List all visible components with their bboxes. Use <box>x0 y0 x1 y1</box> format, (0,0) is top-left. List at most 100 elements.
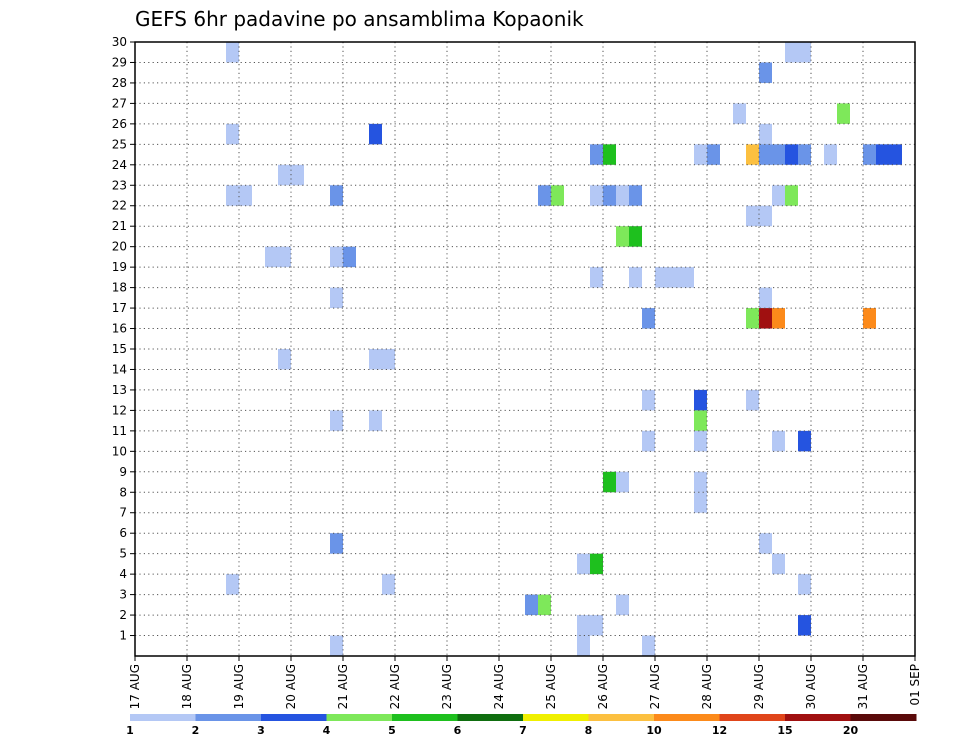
colorbar: 1 2 3 4 5 6 7 8 10 12 15 20 <box>126 714 917 737</box>
precip-cell <box>642 430 655 452</box>
precip-cell <box>616 226 629 247</box>
y-tick-label: 29 <box>112 55 127 69</box>
precip-cell <box>369 410 382 431</box>
x-tick-label: 21 AUG <box>336 664 350 709</box>
precip-cell <box>759 123 772 145</box>
precip-cell <box>603 144 616 165</box>
precip-cell <box>746 389 759 411</box>
x-axis: 17 AUG 18 AUG 19 AUG 20 AUG 21 AUG 22 AUG 23 A… <box>128 656 922 709</box>
colorbar-label: 4 <box>323 724 331 737</box>
precip-cell <box>798 144 811 165</box>
precip-cell <box>772 430 785 452</box>
precip-cell <box>642 308 655 329</box>
y-tick-label: 13 <box>112 383 127 397</box>
precip-cell <box>330 410 343 431</box>
precip-cell <box>746 205 759 227</box>
precip-cell <box>616 594 629 616</box>
y-tick-label: 18 <box>112 281 127 295</box>
y-tick-label: 8 <box>119 485 127 499</box>
y-tick-label: 11 <box>112 424 127 438</box>
precip-cell <box>551 185 564 206</box>
x-tick-label: 30 AUG <box>804 664 818 709</box>
colorbar-swatch <box>392 714 458 721</box>
colorbar-label: 12 <box>712 724 727 737</box>
precip-cell <box>694 410 707 431</box>
precip-cell <box>278 164 291 186</box>
colorbar-swatch <box>719 714 786 721</box>
precip-cell <box>694 492 707 513</box>
colorbar-swatch <box>195 714 262 721</box>
precip-cell <box>798 574 811 595</box>
precip-cell <box>642 635 655 656</box>
y-tick-label: 21 <box>112 219 127 233</box>
precip-cell <box>889 144 902 165</box>
precip-cell <box>681 267 694 288</box>
precip-cell <box>746 144 759 165</box>
y-tick-label: 28 <box>112 76 127 90</box>
precip-cell <box>629 267 642 288</box>
x-tick-label: 22 AUG <box>388 664 402 709</box>
y-tick-label: 25 <box>112 137 127 151</box>
precip-cell <box>590 553 603 575</box>
y-tick-label: 3 <box>119 588 127 602</box>
precip-cell <box>330 185 343 206</box>
y-tick-label: 17 <box>112 301 127 315</box>
colorbar-label: 10 <box>646 724 662 737</box>
y-tick-label: 12 <box>112 403 127 417</box>
precip-cell <box>603 471 616 493</box>
precip-cell <box>876 144 889 165</box>
chart-title: GEFS 6hr padavine po ansamblima Kopaonik <box>135 7 584 31</box>
precip-cell <box>590 267 603 288</box>
precip-cell <box>369 349 382 370</box>
colorbar-label: 5 <box>388 724 396 737</box>
precip-cell <box>525 594 538 616</box>
colorbar-label: 1 <box>126 724 134 737</box>
colorbar-label: 6 <box>454 724 462 737</box>
y-tick-label: 5 <box>119 547 127 561</box>
x-tick-label: 25 AUG <box>544 664 558 709</box>
colorbar-swatch <box>654 714 720 721</box>
precip-cell <box>759 308 772 329</box>
x-tick-label: 27 AUG <box>648 664 662 709</box>
colorbar-swatch <box>523 714 589 721</box>
precip-cell <box>330 635 343 656</box>
precip-cell <box>655 267 668 288</box>
precip-cell <box>759 144 772 165</box>
precip-cell <box>668 267 681 288</box>
precip-cell <box>590 615 603 636</box>
precip-cell <box>824 144 837 165</box>
precip-cell <box>759 62 772 83</box>
x-tick-label: 31 AUG <box>856 664 870 709</box>
y-tick-label: 27 <box>112 96 127 110</box>
x-tick-label: 28 AUG <box>700 664 714 709</box>
precip-cell <box>785 42 798 63</box>
y-tick-label: 4 <box>119 567 127 581</box>
colorbar-swatch <box>588 714 655 721</box>
colorbar-swatch <box>326 714 393 721</box>
x-tick-label: 20 AUG <box>284 664 298 709</box>
precip-cell <box>798 430 811 452</box>
precip-cell <box>694 144 707 165</box>
precip-cell <box>759 287 772 309</box>
precip-cell <box>798 42 811 63</box>
y-tick-label: 1 <box>119 629 127 643</box>
y-tick-label: 26 <box>112 117 127 131</box>
y-tick-label: 19 <box>112 260 127 274</box>
x-tick-label: 17 AUG <box>128 664 142 709</box>
precip-cell <box>226 42 239 63</box>
y-tick-label: 9 <box>119 465 127 479</box>
x-tick-label: 19 AUG <box>232 664 246 709</box>
precip-cell <box>837 103 850 124</box>
precip-cell <box>629 226 642 247</box>
colorbar-swatch <box>261 714 327 721</box>
x-tick-label: 29 AUG <box>752 664 766 709</box>
precip-cell <box>590 144 603 165</box>
precip-cell <box>785 185 798 206</box>
y-tick-label: 23 <box>112 178 127 192</box>
y-tick-label: 14 <box>112 362 127 376</box>
precip-cell <box>746 308 759 329</box>
precip-cell <box>590 185 603 206</box>
y-tick-label: 2 <box>119 608 127 622</box>
y-tick-label: 24 <box>112 158 127 172</box>
